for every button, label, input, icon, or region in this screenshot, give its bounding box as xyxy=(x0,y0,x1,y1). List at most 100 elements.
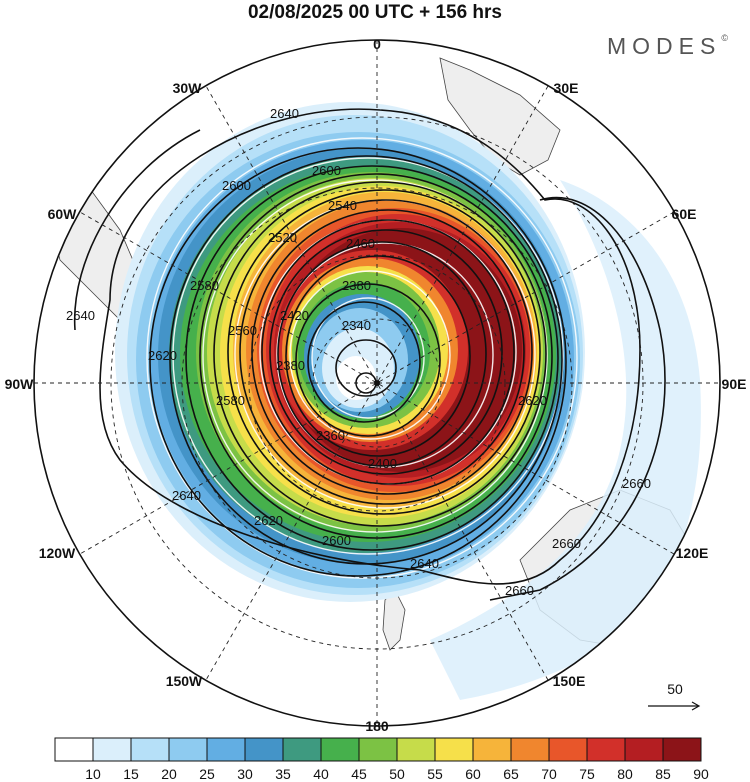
meridian-120e-60w xyxy=(79,211,675,555)
contour-label: 2660 xyxy=(505,583,534,598)
contour-2360 xyxy=(307,301,421,423)
streamline xyxy=(289,270,451,440)
colorbar-tick-label: 75 xyxy=(579,766,595,782)
colorbar-tick-label: 35 xyxy=(275,766,291,782)
contour-label: 2640 xyxy=(410,556,439,571)
contour-2420 xyxy=(277,241,487,467)
colorbar-tick-label: 40 xyxy=(313,766,329,782)
contour-label: 2640 xyxy=(172,488,201,503)
longitude-labels: 0 30E 60E 90E 120E 150E 180 150W 120W 90… xyxy=(5,36,747,734)
lon-label-90w: 90W xyxy=(5,376,35,392)
colorbar-tick-label: 55 xyxy=(427,766,443,782)
streamline xyxy=(202,179,548,533)
map-disk: 2640 2600 2600 2540 2520 2460 2580 2380 … xyxy=(34,40,720,726)
lon-label-60e: 60E xyxy=(672,206,697,222)
copyright-mark: © xyxy=(721,33,728,43)
colorbar-tick-label: 25 xyxy=(199,766,215,782)
colorbar-swatch xyxy=(282,737,322,762)
colorbar-tick-label: 30 xyxy=(237,766,253,782)
map-title: 02/08/2025 00 UTC + 156 hrs xyxy=(247,2,503,23)
band-15-east xyxy=(430,180,701,700)
contour-label: 2660 xyxy=(552,536,581,551)
contour-2580 xyxy=(185,165,559,551)
contour-2640-west xyxy=(73,129,201,331)
colorbar-swatch xyxy=(130,737,170,762)
meridians xyxy=(34,40,720,726)
lon-label-30e: 30E xyxy=(554,80,579,96)
contour-2380 xyxy=(295,283,441,437)
brand-text: MODES xyxy=(607,33,722,59)
meridian-60e-120w xyxy=(79,211,675,555)
height-contours xyxy=(73,108,666,601)
colorbar-tick-label: 10 xyxy=(85,766,101,782)
contour-label: 2580 xyxy=(216,393,245,408)
contour-label: 2620 xyxy=(254,513,283,528)
colorbar-tick-label: 15 xyxy=(123,766,139,782)
colorbar-swatch xyxy=(624,737,664,762)
colorbar-tick-label: 85 xyxy=(655,766,671,782)
colorbar-swatch xyxy=(244,737,284,762)
map-border xyxy=(33,39,721,727)
contour-label: 2380 xyxy=(342,278,371,293)
contour-label: 2620 xyxy=(518,393,547,408)
colorbar-tick-label: 80 xyxy=(617,766,633,782)
contour-label: 2520 xyxy=(268,230,297,245)
contour-label: 2400 xyxy=(368,456,397,471)
africa-land xyxy=(439,57,561,176)
colorbar-tick-label: 65 xyxy=(503,766,519,782)
contour-label: 2640 xyxy=(270,106,299,121)
lon-label-120e: 120E xyxy=(676,545,709,561)
colorbar-swatch xyxy=(662,737,702,762)
contour-2640 xyxy=(99,108,641,585)
contour-2440 xyxy=(269,229,503,475)
lon-label-0: 0 xyxy=(373,36,381,52)
contour-2660 xyxy=(489,196,666,601)
contour-label: 2640 xyxy=(66,308,95,323)
contour-label: 2580 xyxy=(190,278,219,293)
lat-circle xyxy=(248,254,506,512)
contour-2400 xyxy=(285,255,471,457)
contour-label: 2620 xyxy=(148,348,177,363)
colorbar-swatch xyxy=(586,737,626,762)
contour-label: 2460 xyxy=(346,236,375,251)
contour-2500 xyxy=(239,199,533,505)
reference-vector: 50 xyxy=(648,681,701,711)
contour-label: 2340 xyxy=(342,318,371,333)
colorbar-swatch xyxy=(548,737,588,762)
contour-2520 xyxy=(227,189,541,515)
colorbar-tick-label: 20 xyxy=(161,766,177,782)
contour-2460 xyxy=(261,219,515,485)
contour-label: 2380 xyxy=(276,358,305,373)
colorbar-tick-label: 90 xyxy=(693,766,709,782)
contour-label: 2600 xyxy=(312,163,341,178)
lon-label-150w: 150W xyxy=(166,673,203,689)
meridian-30e-150w xyxy=(205,85,549,681)
lat-circle xyxy=(312,318,442,448)
inner-band-10 xyxy=(336,356,376,400)
colorbar-tick-label: 60 xyxy=(465,766,481,782)
colorbar-swatch xyxy=(358,737,398,762)
colorbar-swatch xyxy=(206,737,246,762)
contour-label: 2540 xyxy=(328,198,357,213)
colorbar-swatch xyxy=(54,737,94,762)
vector-key-label: 50 xyxy=(667,681,683,697)
lon-label-60w: 60W xyxy=(48,206,78,222)
lon-label-180: 180 xyxy=(365,718,389,734)
contour-2480 xyxy=(251,209,525,495)
colorbar-tick-label: 70 xyxy=(541,766,557,782)
streamline xyxy=(276,242,494,468)
contour-2540 xyxy=(213,181,547,527)
lon-label-90e: 90E xyxy=(722,376,747,392)
lon-label-120w: 120W xyxy=(39,545,76,561)
colorbar-swatch xyxy=(168,737,208,762)
colorbar-swatch xyxy=(434,737,474,762)
contour-label: 2560 xyxy=(228,323,257,338)
contour-2340 xyxy=(335,339,397,397)
streamline xyxy=(172,157,564,555)
arrowhead-icon xyxy=(691,701,701,711)
colorbar: 10 15 20 25 30 35 40 45 50 55 60 65 70 75 80 85 90 xyxy=(54,737,709,782)
colorbar-swatch xyxy=(472,737,512,762)
lon-label-150e: 150E xyxy=(553,673,586,689)
contour-label: 2660 xyxy=(622,476,651,491)
